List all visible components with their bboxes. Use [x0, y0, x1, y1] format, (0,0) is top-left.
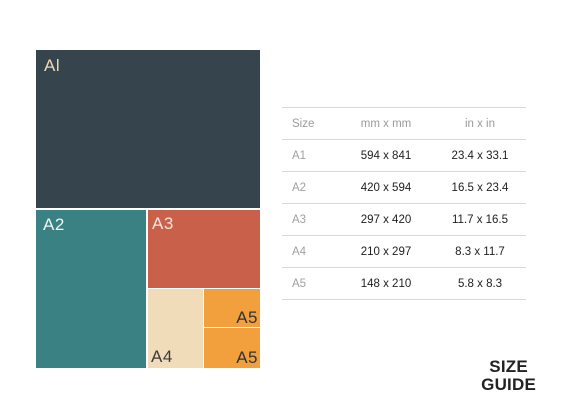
cell-size: A2 — [282, 171, 338, 204]
sheet-a4: A4 — [147, 288, 204, 368]
cell-in: 11.7 x 16.5 — [434, 203, 526, 236]
header-mm: mm x mm — [338, 107, 434, 140]
cell-in: 5.8 x 8.3 — [434, 267, 526, 300]
cell-size: A1 — [282, 139, 338, 172]
header-size: Size — [282, 107, 338, 140]
cell-mm: 210 x 297 — [338, 235, 434, 268]
sheet-a5-top-label: A5 — [236, 308, 258, 327]
title-line-1: SIZE — [489, 357, 528, 376]
cell-size: A3 — [282, 203, 338, 236]
table-row: A4 210 x 297 8.3 x 11.7 — [282, 235, 526, 268]
sheet-a1-label: Al — [44, 56, 61, 75]
cell-mm: 148 x 210 — [338, 267, 434, 300]
table-header-row: Size mm x mm in x in — [282, 107, 526, 140]
cell-size: A5 — [282, 267, 338, 300]
sheet-a5-bottom: A5 — [204, 328, 260, 368]
sheet-a5-top: A5 — [204, 288, 260, 328]
cell-in: 23.4 x 33.1 — [434, 139, 526, 172]
table-row: A5 148 x 210 5.8 x 8.3 — [282, 267, 526, 300]
table-row: A3 297 x 420 11.7 x 16.5 — [282, 203, 526, 236]
cell-in: 8.3 x 11.7 — [434, 235, 526, 268]
table-row: A1 594 x 841 23.4 x 33.1 — [282, 139, 526, 172]
paper-size-diagram: Al A2 A3 A4 A5 A5 — [36, 50, 260, 368]
cell-mm: 420 x 594 — [338, 171, 434, 204]
sheet-a2-label: A2 — [43, 215, 65, 234]
cell-size: A4 — [282, 235, 338, 268]
sheet-a4-label: A4 — [151, 347, 173, 366]
sheet-a3-label: A3 — [152, 214, 174, 233]
sheet-a3: A3 — [147, 208, 260, 288]
sheet-a1: Al — [36, 50, 260, 208]
cell-mm: 594 x 841 — [338, 139, 434, 172]
sheet-a2: A2 — [36, 208, 147, 368]
size-table: Size mm x mm in x in A1 594 x 841 23.4 x… — [282, 107, 526, 300]
size-guide-title: SIZE GUIDE — [481, 358, 536, 394]
cell-mm: 297 x 420 — [338, 203, 434, 236]
cell-in: 16.5 x 23.4 — [434, 171, 526, 204]
sheet-a5-bottom-label: A5 — [236, 348, 258, 367]
header-in: in x in — [434, 107, 526, 140]
title-line-2: GUIDE — [481, 375, 536, 394]
table-row: A2 420 x 594 16.5 x 23.4 — [282, 171, 526, 204]
